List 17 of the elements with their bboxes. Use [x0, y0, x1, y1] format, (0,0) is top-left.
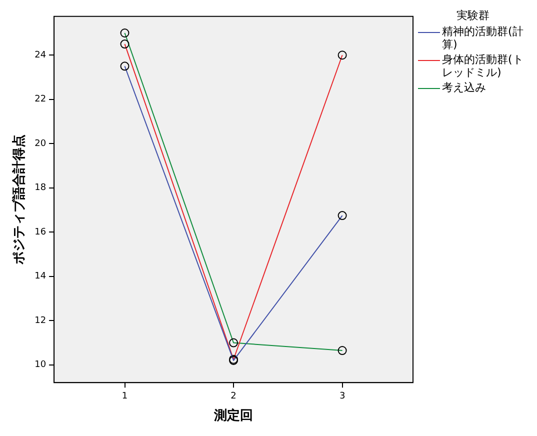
y-tick-label: 24 [34, 50, 46, 60]
y-tick-label: 18 [34, 183, 46, 194]
y-tick-label: 22 [34, 94, 46, 105]
x-tick-label: 3 [339, 391, 346, 402]
legend-title: 実験群 [456, 8, 490, 23]
y-tick-label: 14 [34, 272, 46, 282]
y-axis-title: ポジティブ語合計得点 [11, 134, 28, 266]
y-tick-label: 12 [34, 316, 46, 326]
y-tick-label: 20 [34, 138, 46, 149]
x-tick-label: 1 [122, 391, 128, 402]
x-tick-label: 2 [230, 391, 236, 402]
legend-label: 身体的活動群(トレッドミル) [442, 53, 524, 79]
x-axis-title: 測定回 [213, 408, 254, 424]
legend-label: 精神的活動群(計算) [442, 25, 524, 51]
y-tick-label: 10 [34, 360, 46, 370]
y-tick-label: 16 [34, 227, 46, 238]
legend-label: 考え込み [442, 81, 486, 94]
